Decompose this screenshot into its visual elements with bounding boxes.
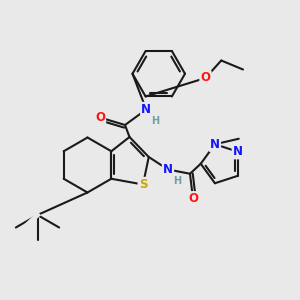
Text: O: O (188, 192, 198, 205)
Text: S: S (139, 178, 147, 191)
Text: N: N (163, 163, 173, 176)
Text: N: N (233, 145, 243, 158)
Text: H: H (173, 176, 181, 186)
Text: H: H (151, 116, 159, 126)
Text: O: O (95, 111, 105, 124)
Text: N: N (210, 138, 220, 151)
Text: O: O (200, 71, 211, 85)
Text: N: N (141, 103, 151, 116)
